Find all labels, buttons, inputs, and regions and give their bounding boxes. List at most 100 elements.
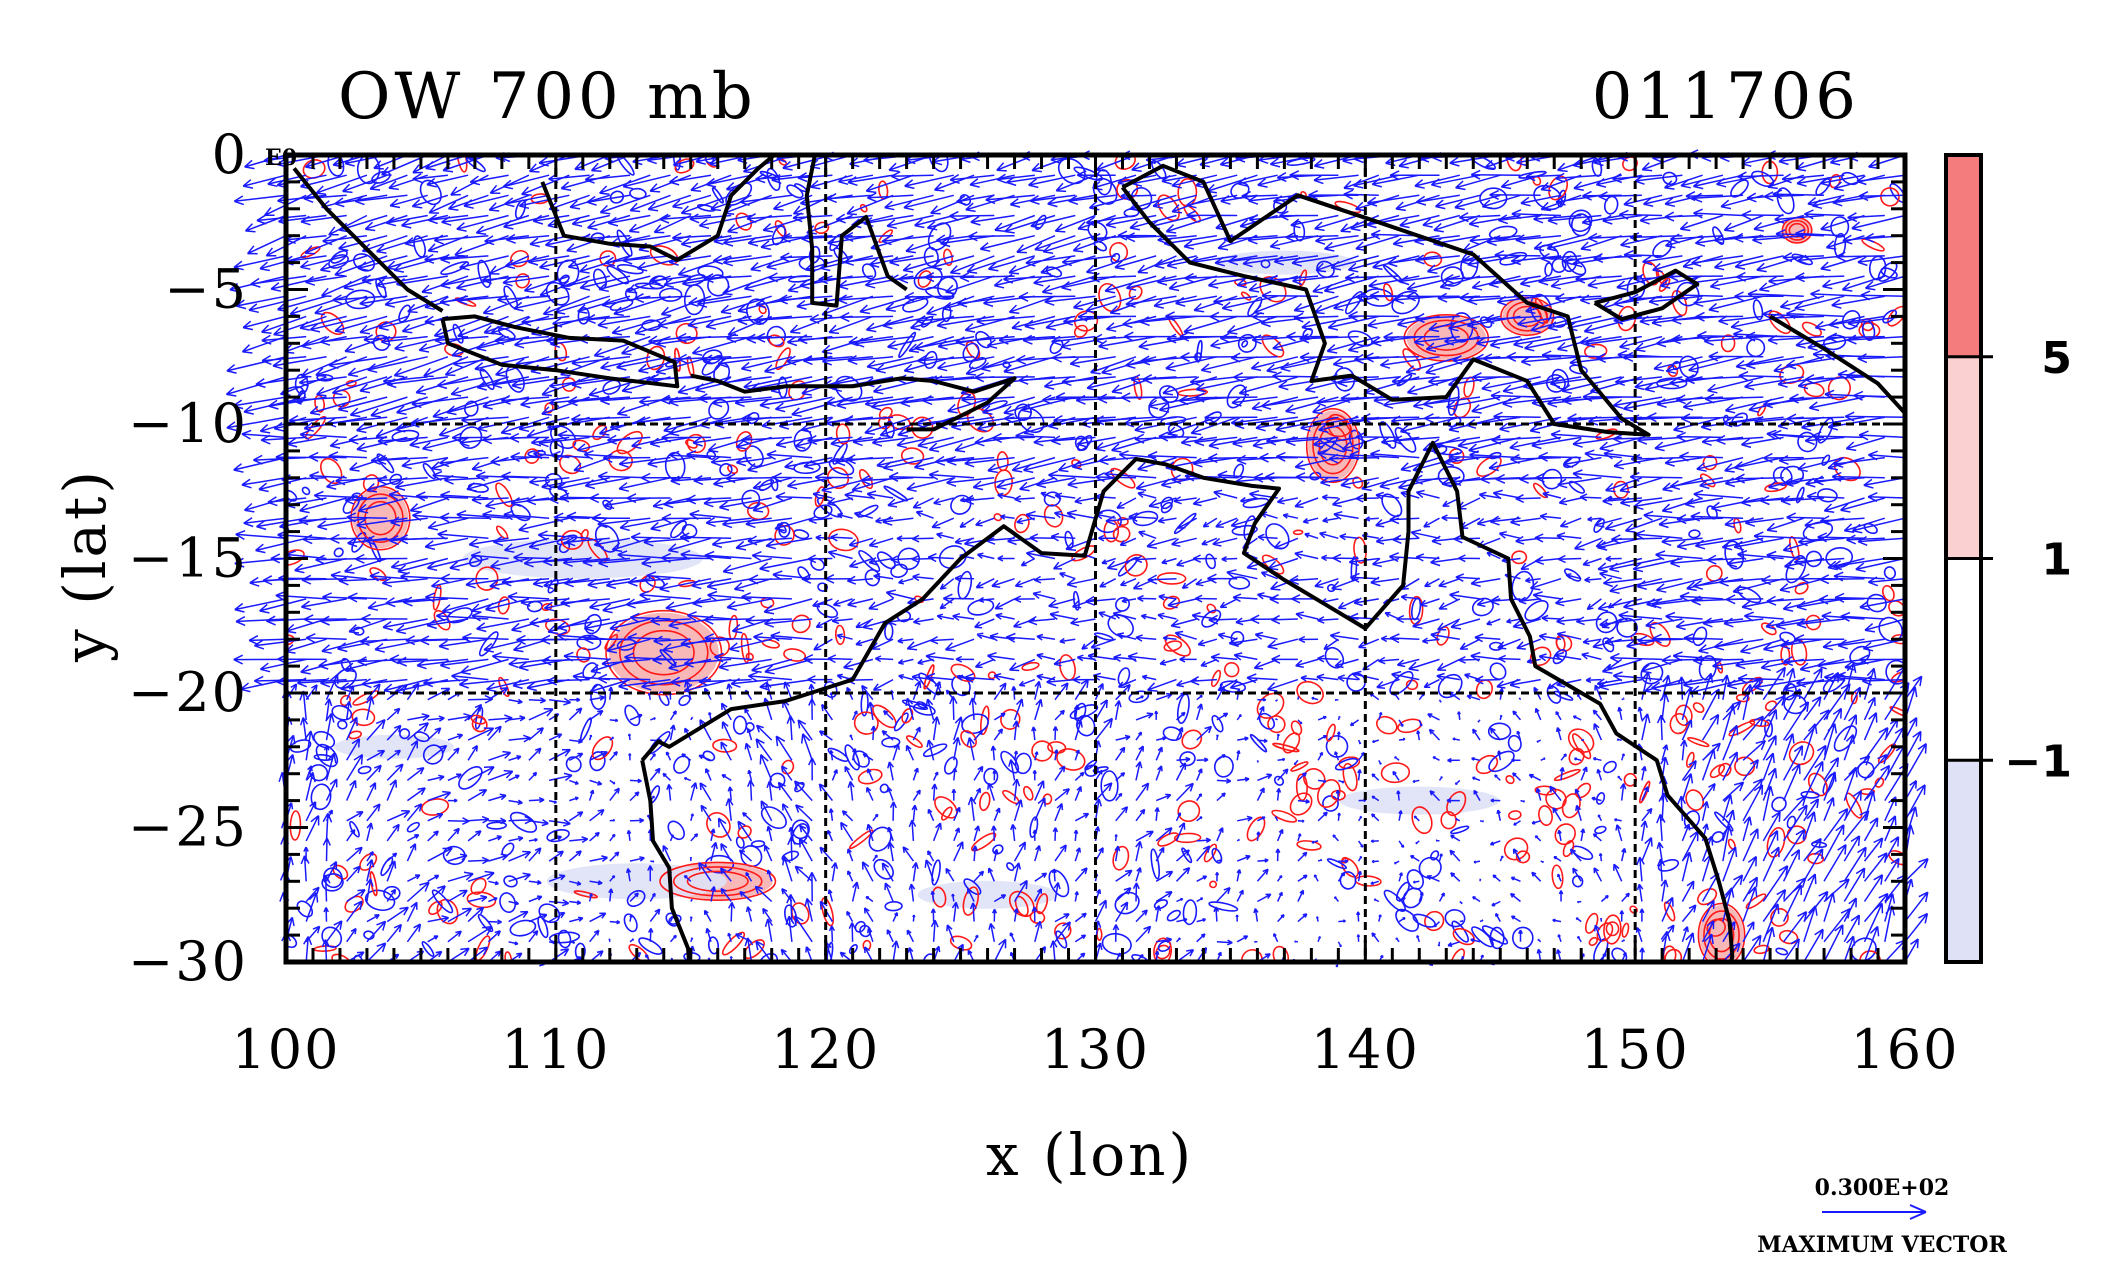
wind-vector xyxy=(609,787,620,802)
ow-positive-contour xyxy=(1671,289,1688,317)
wind-vector xyxy=(366,914,380,923)
wind-vector xyxy=(967,888,975,902)
wind-vector xyxy=(1863,696,1876,721)
wind-vector xyxy=(690,937,694,943)
wind-vector xyxy=(735,933,752,943)
wind-vector xyxy=(1621,939,1626,943)
wind-vector xyxy=(1394,756,1400,761)
wind-vector xyxy=(855,638,874,647)
wind-vector xyxy=(1357,815,1363,822)
wind-vector xyxy=(1175,782,1194,802)
wind-vector xyxy=(1762,888,1787,923)
ow-positive-contour xyxy=(1296,840,1322,851)
wind-vector xyxy=(818,730,833,741)
wind-vector xyxy=(1823,771,1837,801)
ow-negative-contour xyxy=(1489,926,1505,950)
wind-vector xyxy=(427,847,453,862)
wind-vector xyxy=(305,801,317,822)
wind-vector xyxy=(1712,658,1764,670)
wind-vector xyxy=(745,871,753,882)
wind-vector xyxy=(874,655,894,663)
ow-negative-contour xyxy=(638,937,663,955)
wind-vector xyxy=(1843,897,1857,922)
wind-vector xyxy=(1236,889,1244,902)
ow-negative-contour xyxy=(1866,593,1887,613)
wind-vector xyxy=(930,908,936,922)
wind-vector xyxy=(1742,739,1766,761)
wind-vector xyxy=(1596,768,1603,781)
wind-vector xyxy=(1196,757,1209,763)
wind-vector xyxy=(1581,652,1602,661)
wind-vector xyxy=(1573,757,1582,762)
wind-vector xyxy=(1904,912,1929,943)
wind-vector xyxy=(1054,921,1071,943)
wind-vector xyxy=(887,841,895,862)
wind-vector xyxy=(754,885,773,903)
wind-vector xyxy=(976,632,995,640)
wind-vector xyxy=(690,898,693,902)
wind-vector xyxy=(1378,759,1382,765)
wind-vector xyxy=(589,779,603,786)
wind-vector xyxy=(798,837,813,862)
wind-vector xyxy=(872,813,879,822)
ow-positive-contour xyxy=(1157,572,1187,585)
wind-vector xyxy=(609,736,615,741)
wind-vector xyxy=(751,658,793,674)
wind-vector xyxy=(486,678,530,693)
wind-vector xyxy=(1135,745,1144,761)
wind-vector xyxy=(361,678,408,689)
wind-vector xyxy=(1373,898,1380,903)
wind-vector xyxy=(1175,762,1187,781)
wind-vector xyxy=(1094,699,1108,721)
wind-vector xyxy=(427,727,442,741)
wind-vector xyxy=(1701,920,1715,943)
wind-vector xyxy=(704,768,712,781)
wind-vector xyxy=(629,817,645,824)
ow-negative-contour xyxy=(509,811,538,833)
wind-vector xyxy=(1416,934,1421,943)
wind-vector xyxy=(993,728,1004,741)
wind-vector xyxy=(764,918,774,942)
wind-vector xyxy=(366,850,374,862)
ow-negative-contour xyxy=(467,482,489,493)
wind-vector xyxy=(1358,638,1380,649)
ow-negative-contour xyxy=(884,622,894,641)
wind-vector xyxy=(1196,933,1206,943)
wind-vector xyxy=(1457,711,1461,720)
wind-vector xyxy=(898,673,914,681)
wind-vector xyxy=(912,680,922,700)
wind-vector xyxy=(305,684,318,701)
wind-vector xyxy=(1175,726,1184,741)
ow-negative-contour xyxy=(1841,310,1861,330)
ow-positive-contour xyxy=(853,711,879,735)
ow-positive-contour xyxy=(428,900,443,916)
wind-vector xyxy=(1176,711,1186,721)
wind-vector xyxy=(406,843,417,862)
ow-negative-contour xyxy=(1231,524,1258,536)
wind-vector xyxy=(467,789,488,802)
wind-vector xyxy=(427,830,439,842)
wind-vector xyxy=(1317,858,1323,862)
wind-vector xyxy=(1580,828,1586,842)
wind-vector xyxy=(1276,874,1283,882)
wind-vector xyxy=(1641,658,1683,674)
wind-vector xyxy=(1459,638,1481,650)
wind-vector xyxy=(1762,666,1786,701)
wind-vector xyxy=(488,835,503,842)
wind-vector xyxy=(528,879,542,886)
wind-vector xyxy=(1175,812,1182,822)
ow-negative-contour xyxy=(398,304,411,323)
wind-vector xyxy=(843,658,874,671)
wind-vector xyxy=(805,946,813,963)
wind-vector xyxy=(1499,714,1503,721)
ow-negative-contour xyxy=(1882,309,1897,324)
wind-vector xyxy=(966,737,975,761)
ow-positive-contour xyxy=(1382,283,1394,302)
wind-vector xyxy=(1216,886,1231,903)
wind-vector xyxy=(973,787,981,801)
ow-negative-contour xyxy=(1211,714,1224,733)
wind-vector xyxy=(717,817,732,842)
wind-vector xyxy=(1215,734,1219,741)
ow-positive-contour xyxy=(1801,321,1822,337)
wind-vector xyxy=(747,779,755,801)
